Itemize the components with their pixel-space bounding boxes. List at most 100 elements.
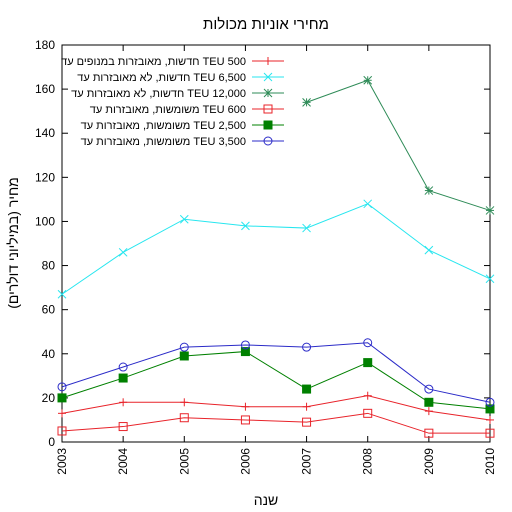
data-point [424, 384, 434, 394]
series-line [61, 203, 491, 295]
data-point [363, 75, 373, 85]
data-point [179, 342, 189, 352]
x-tick-label: 2006 [238, 448, 252, 475]
data-point [485, 428, 495, 438]
data-point [363, 199, 373, 209]
legend-label: משומשות, מאובזרות עד TEU 3,500 [81, 136, 246, 148]
series-line [61, 351, 491, 410]
data-point [119, 398, 128, 407]
data-point [424, 186, 434, 195]
data-point [424, 397, 434, 407]
data-point [241, 402, 250, 411]
data-point [118, 422, 128, 432]
data-point [485, 404, 495, 414]
data-point [485, 274, 495, 284]
data-point [58, 409, 66, 418]
data-point [485, 397, 495, 407]
series-line [61, 395, 491, 421]
data-point [240, 340, 250, 350]
x-tick-label: 2008 [361, 448, 375, 475]
y-tick-label: 140 [35, 126, 55, 140]
data-point [302, 97, 311, 107]
data-point [424, 428, 434, 438]
legend-swatch-marker [263, 120, 273, 130]
data-point [180, 398, 189, 407]
data-point [302, 402, 311, 411]
series-layer [57, 75, 495, 438]
legend: חדשות, מאובזרות במנופים עד TEU 500 חדשות,… [61, 56, 284, 148]
y-tick-label: 60 [42, 303, 56, 317]
data-point [363, 358, 373, 368]
series-4 [57, 408, 495, 438]
series-line [61, 342, 491, 403]
x-tick-label: 2010 [483, 448, 497, 475]
x-tick-label: 2005 [177, 448, 191, 475]
axes: 0 20 40 60 80 100 120 140 160 180 2003 2004 2005 2006… [35, 38, 497, 475]
series-1 [58, 391, 494, 424]
chart-title: מחירי אוניות מכולות [203, 16, 329, 33]
legend-entry: משומשות, מאובזרות עד TEU 600 [90, 104, 284, 116]
data-point [240, 347, 250, 357]
legend-entry: משומשות, מאובזרות עד TEU 2,500 [81, 120, 284, 132]
data-point [240, 415, 250, 425]
data-point [179, 214, 189, 224]
x-axis-label: שנה [254, 492, 279, 508]
legend-label: חדשות, לא מאובזרות עד TEU 6,500 [77, 71, 246, 84]
y-tick-label: 0 [48, 435, 55, 449]
data-point [424, 245, 434, 255]
data-point [57, 393, 67, 403]
legend-swatch-marker [263, 72, 273, 82]
y-tick-label: 180 [35, 38, 55, 52]
data-point [363, 391, 372, 400]
series-2 [57, 199, 495, 299]
legend-label: חדשות, לא מאובזרות עד TEU 12,000 [71, 87, 246, 100]
data-point [57, 289, 67, 299]
data-point [363, 408, 373, 418]
series-line [306, 79, 491, 211]
data-point [57, 382, 67, 392]
data-point [57, 426, 67, 436]
data-point [118, 247, 128, 257]
y-tick-label: 160 [35, 82, 55, 96]
legend-entry: חדשות, לא מאובזרות עד TEU 12,000 [71, 87, 284, 100]
data-point [241, 221, 250, 231]
data-point [485, 206, 495, 215]
y-tick-label: 120 [35, 170, 55, 184]
legend-swatch-marker [263, 88, 273, 98]
data-point [302, 223, 311, 233]
series-3 [302, 75, 495, 215]
data-point [424, 407, 433, 416]
legend-swatch-marker [263, 136, 273, 146]
legend-label: משומשות, מאובזרות עד TEU 600 [90, 104, 246, 116]
legend-label: משומשות, מאובזרות עד TEU 2,500 [81, 120, 246, 132]
data-point [363, 338, 373, 348]
x-tick-label: 2004 [116, 448, 130, 475]
data-point [179, 413, 189, 423]
legend-swatch-marker [264, 57, 272, 65]
y-tick-label: 20 [42, 391, 56, 405]
x-tick-label: 2007 [300, 448, 314, 475]
legend-entry: חדשות, לא מאובזרות עד TEU 6,500 [77, 71, 284, 84]
y-axis-label: מחיר (במיליוני דולרים) [5, 177, 21, 309]
data-point [302, 417, 312, 427]
legend-entry: משומשות, מאובזרות עד TEU 3,500 [81, 136, 284, 148]
data-point [118, 373, 128, 383]
legend-swatch-marker [263, 104, 273, 114]
data-point [302, 342, 312, 352]
series-6 [57, 338, 495, 407]
series-5 [57, 347, 495, 414]
data-point [302, 384, 312, 394]
data-point [179, 351, 189, 361]
y-tick-label: 40 [42, 347, 56, 361]
y-tick-label: 80 [42, 259, 56, 273]
data-point [118, 362, 128, 372]
legend-entry: חדשות, מאובזרות במנופים עד TEU 500 [61, 56, 284, 68]
x-tick-label: 2009 [422, 448, 436, 475]
plot-frame [61, 44, 491, 443]
y-tick-label: 100 [35, 214, 55, 228]
data-point [486, 415, 494, 424]
x-tick-label: 2003 [55, 448, 69, 475]
series-line [61, 412, 490, 434]
legend-label: חדשות, מאובזרות במנופים עד TEU 500 [61, 56, 246, 68]
